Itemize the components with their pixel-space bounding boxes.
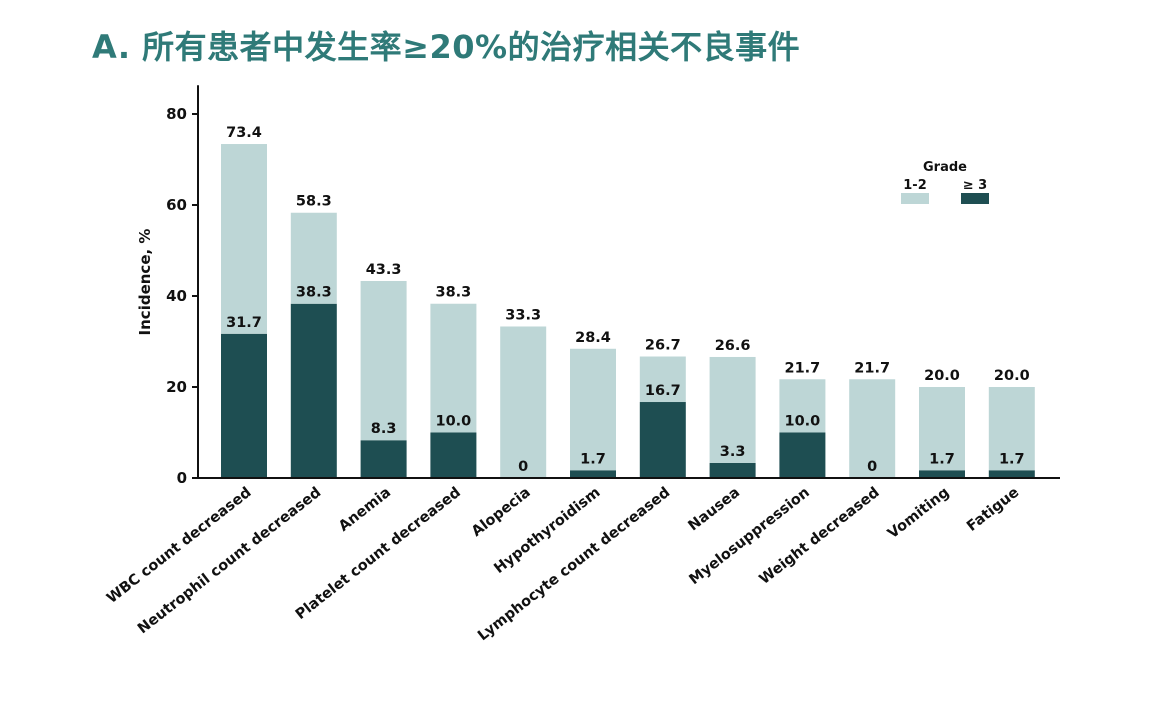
legend: Grade 1-2 ≥ 3 — [901, 160, 989, 204]
total-label: 38.3 — [436, 285, 472, 301]
grade-3plus-label: 3.3 — [720, 444, 746, 460]
bar-grade-1-2 — [290, 212, 337, 304]
grade-3plus-label: 31.7 — [226, 315, 262, 331]
grade-3plus-label: 38.3 — [296, 285, 332, 301]
bar-grade-3plus — [360, 440, 407, 478]
y-tick-label: 40 — [166, 287, 187, 305]
category-label: Anemia — [336, 485, 394, 535]
bar-grade-3plus — [221, 333, 267, 478]
grade-3plus-label: 16.7 — [645, 383, 681, 399]
total-label: 26.6 — [715, 338, 751, 354]
total-label: 20.0 — [924, 368, 960, 384]
grade-3plus-label: 1.7 — [929, 451, 955, 467]
total-label: 33.3 — [505, 307, 541, 323]
bar-grade-3plus — [570, 470, 616, 478]
bar-grade-1-2 — [500, 326, 547, 478]
total-label: 43.3 — [366, 262, 402, 278]
category-label: Weight decreased — [757, 485, 883, 588]
bar-grade-1-2 — [221, 144, 267, 334]
bar-grade-1-2 — [919, 387, 965, 471]
category-label: Alopecia — [469, 485, 534, 541]
y-tick-label: 20 — [166, 378, 187, 396]
legend-label-grade-3plus: ≥ 3 — [963, 178, 987, 193]
y-axis-title: Incidence, % — [136, 229, 154, 336]
category-label: WBC count decreased — [104, 485, 254, 607]
page-title: A. 所有患者中发生率≥20%的治疗相关不良事件 — [92, 28, 801, 66]
bar-grade-1-2 — [639, 356, 686, 403]
bar-grade-3plus — [290, 303, 337, 478]
grade-3plus-label: 1.7 — [580, 451, 606, 467]
category-label: Nausea — [686, 485, 744, 535]
grade-3plus-label: 1.7 — [999, 451, 1025, 467]
grade-3plus-label: 10.0 — [785, 414, 821, 430]
grade-3plus-label: 0 — [518, 459, 528, 475]
bar-grade-1-2 — [988, 387, 1035, 471]
grade-3plus-label: 8.3 — [371, 421, 397, 437]
legend-swatch-grade-1-2 — [901, 193, 929, 204]
total-label: 20.0 — [994, 368, 1030, 384]
bar-grade-1-2 — [430, 303, 477, 433]
y-axis: 0 20 40 60 80 — [166, 105, 198, 487]
bar-grade-3plus — [779, 432, 826, 478]
legend-label-grade-1-2: 1-2 — [903, 178, 927, 193]
bar-grade-1-2 — [570, 348, 616, 471]
total-label: 73.4 — [226, 125, 262, 141]
bar-grade-3plus — [988, 470, 1035, 478]
total-label: 26.7 — [645, 338, 681, 354]
y-tick-label: 60 — [166, 196, 187, 214]
bars-group — [221, 144, 1035, 478]
grade-3plus-label: 10.0 — [436, 414, 472, 430]
bar-grade-1-2 — [709, 356, 756, 463]
total-label: 28.4 — [575, 330, 611, 346]
bar-grade-1-2 — [849, 379, 896, 478]
bar-grade-1-2 — [360, 280, 407, 441]
y-tick-label: 80 — [166, 105, 187, 123]
bar-grade-3plus — [919, 470, 965, 478]
category-label: Fatigue — [964, 484, 1022, 534]
category-label: Myelosuppression — [686, 485, 812, 589]
bar-grade-3plus — [430, 432, 477, 478]
total-label: 21.7 — [854, 360, 890, 376]
category-label: Vomiting — [885, 485, 952, 543]
bar-grade-1-2 — [779, 379, 826, 433]
y-tick-label: 0 — [177, 469, 187, 487]
total-label: 58.3 — [296, 194, 332, 210]
data-labels-group: 73.4 31.7 58.3 38.3 43.3 8.3 38.3 10.0 33.3 0 28.4… — [226, 125, 1030, 475]
total-label: 21.7 — [785, 360, 821, 376]
bar-grade-3plus — [709, 462, 756, 478]
bar-grade-3plus — [639, 402, 686, 478]
grade-3plus-label: 0 — [867, 459, 877, 475]
legend-swatch-grade-3plus — [961, 193, 989, 204]
legend-title: Grade — [923, 160, 967, 175]
